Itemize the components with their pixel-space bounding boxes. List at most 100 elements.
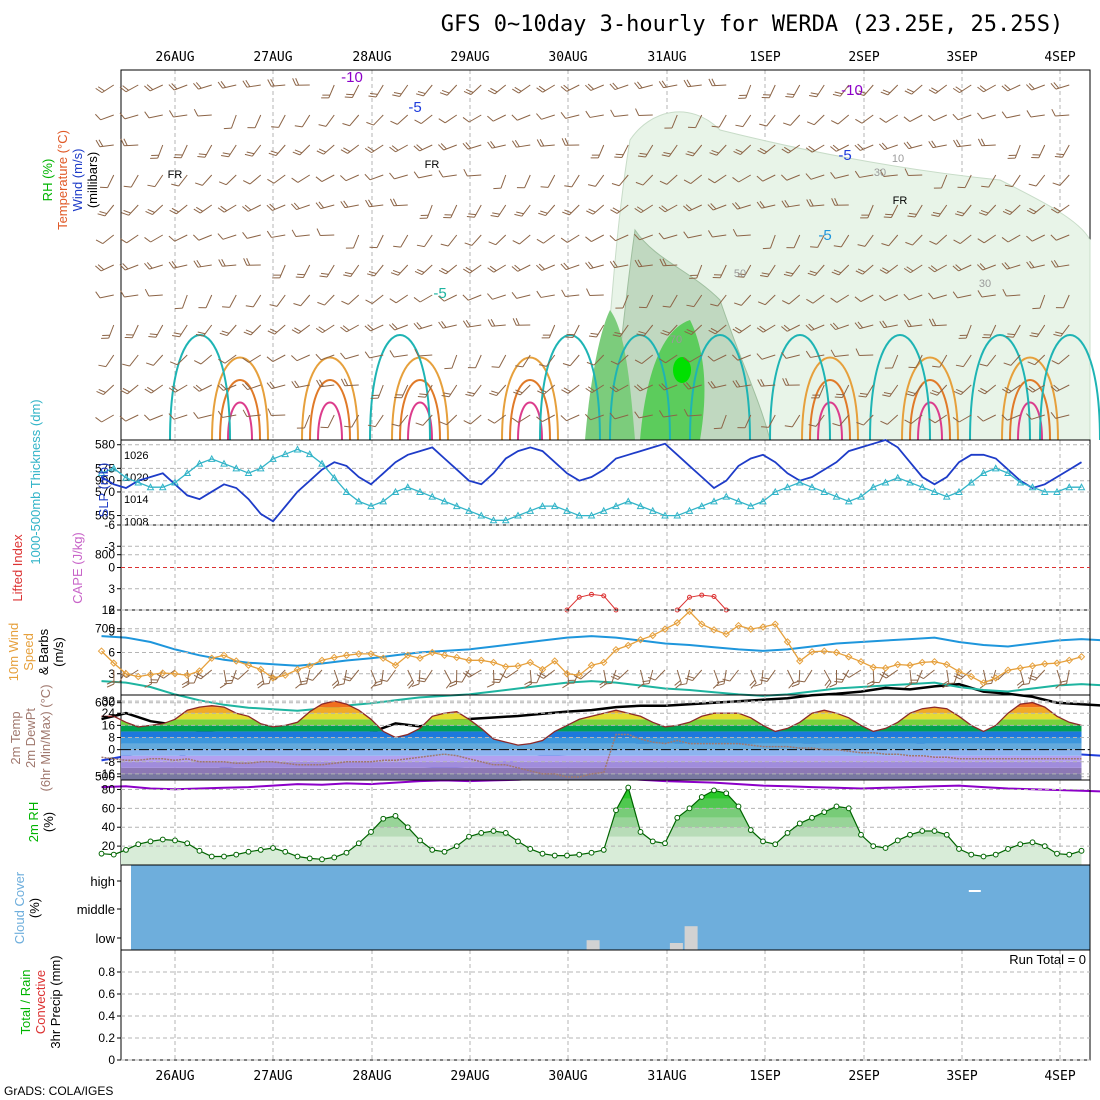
- wind-speed-point: [477, 656, 485, 664]
- rh-tick-label: 40: [102, 820, 116, 834]
- wind-barb: [393, 234, 409, 248]
- wind-barb: [831, 264, 850, 276]
- wind-barb: [560, 414, 580, 422]
- wind-barb: [928, 292, 947, 300]
- wind-barb: [785, 84, 801, 98]
- wind-barb: [172, 324, 188, 338]
- thickness-point: [710, 497, 718, 505]
- wind-barb: [635, 174, 654, 186]
- temp-contour-warm: [211, 356, 269, 441]
- wind-barb: [1027, 669, 1046, 681]
- rh-point: [441, 848, 448, 855]
- wind-barb: [733, 144, 752, 156]
- wind-barb: [805, 350, 825, 358]
- wind-barb: [511, 414, 531, 423]
- thickness-point: [122, 473, 130, 481]
- wind-barb: [903, 293, 923, 301]
- wind-barb: [585, 234, 604, 243]
- wind-speed-point: [195, 667, 204, 675]
- rh-point: [796, 820, 803, 827]
- wind-barb: [599, 669, 607, 689]
- wind-speed-point: [244, 661, 253, 669]
- wind-barb: [805, 144, 825, 153]
- wind-barb: [512, 318, 531, 326]
- rh-point: [282, 848, 289, 855]
- thickness-point: [379, 497, 388, 505]
- wind-barb: [781, 352, 800, 359]
- wind-barb: [659, 174, 678, 185]
- contour-label: FR: [168, 169, 183, 181]
- wind-barb: [193, 234, 212, 241]
- wind-barb: [929, 234, 948, 245]
- wind-speed-point: [1028, 662, 1037, 670]
- wind-speed-point: [281, 671, 289, 679]
- rh-point: [490, 828, 497, 834]
- rh-point: [772, 841, 779, 848]
- panel-upper-air: -10-10-5-5-5FRFRFR-510305030705006007008…: [40, 69, 1100, 793]
- rh-point: [184, 840, 191, 847]
- thickness-point: [1016, 478, 1025, 486]
- thickness-point: [1077, 483, 1086, 491]
- thickness-point: [526, 506, 535, 514]
- wind-barb: [341, 294, 360, 305]
- wind-barb: [879, 169, 898, 177]
- wind-barb: [95, 291, 114, 299]
- wind-barb: [1021, 669, 1033, 686]
- wind-barb: [585, 83, 604, 91]
- temperature-fill: [121, 701, 1082, 780]
- wind-barb: [499, 669, 519, 679]
- wind-tick-label: 3: [108, 667, 115, 681]
- wind-barb: [609, 260, 629, 269]
- wind-barb: [953, 139, 972, 148]
- wind-barb: [389, 294, 409, 304]
- slp-tick-label: 1020: [124, 472, 148, 484]
- wind-barb: [811, 384, 825, 399]
- temp-contour-warm: [817, 401, 843, 441]
- wind-barb: [634, 233, 653, 241]
- wind-barb: [791, 669, 801, 688]
- wind-barb: [268, 144, 286, 157]
- wind-barb: [242, 354, 262, 363]
- wind-barb: [144, 111, 163, 119]
- wind-barb: [757, 379, 776, 387]
- panel-frame: [120, 949, 1091, 1061]
- precip-axis-label: Total / Rain: [18, 969, 33, 1034]
- wind-barb: [561, 138, 580, 146]
- rh-point: [392, 812, 399, 819]
- wind-barb: [439, 84, 458, 96]
- wind-barb: [904, 669, 912, 689]
- wind-speed-point: [906, 661, 914, 669]
- wind-barb: [823, 669, 832, 689]
- temperature-band: [121, 749, 1082, 756]
- wind-barb: [1016, 669, 1025, 689]
- wind-barb: [759, 114, 776, 127]
- wind-barb: [658, 232, 678, 240]
- rh-point: [931, 828, 938, 834]
- contour-label: FR: [893, 195, 908, 207]
- wind-speed-point: [955, 667, 963, 676]
- wind-barb: [487, 141, 506, 149]
- wind-barb: [511, 264, 531, 272]
- wind-barb: [266, 354, 286, 363]
- wind-barb: [291, 324, 311, 334]
- wind-barb: [664, 114, 678, 129]
- wind-axis-label: (m/s): [51, 637, 66, 667]
- wind-barb: [463, 168, 482, 177]
- wind-speed-point: [1016, 664, 1024, 672]
- wind-barb: [364, 351, 384, 359]
- wind-speed-point: [122, 670, 130, 678]
- wind-barb: [291, 229, 310, 237]
- wind-barb: [952, 264, 972, 272]
- thickness-point: [342, 487, 351, 495]
- rh-point: [943, 831, 950, 838]
- wind-barb: [342, 114, 360, 127]
- wind-barb: [462, 320, 482, 328]
- wind-speed-point: [979, 679, 988, 687]
- wind-barb: [511, 292, 531, 299]
- contour-label: -5: [838, 147, 851, 164]
- wind-barb: [806, 114, 825, 126]
- wind-barb: [294, 114, 311, 128]
- temperature-band: [121, 701, 1082, 708]
- wind-barb: [565, 324, 580, 338]
- thickness-point: [452, 502, 461, 510]
